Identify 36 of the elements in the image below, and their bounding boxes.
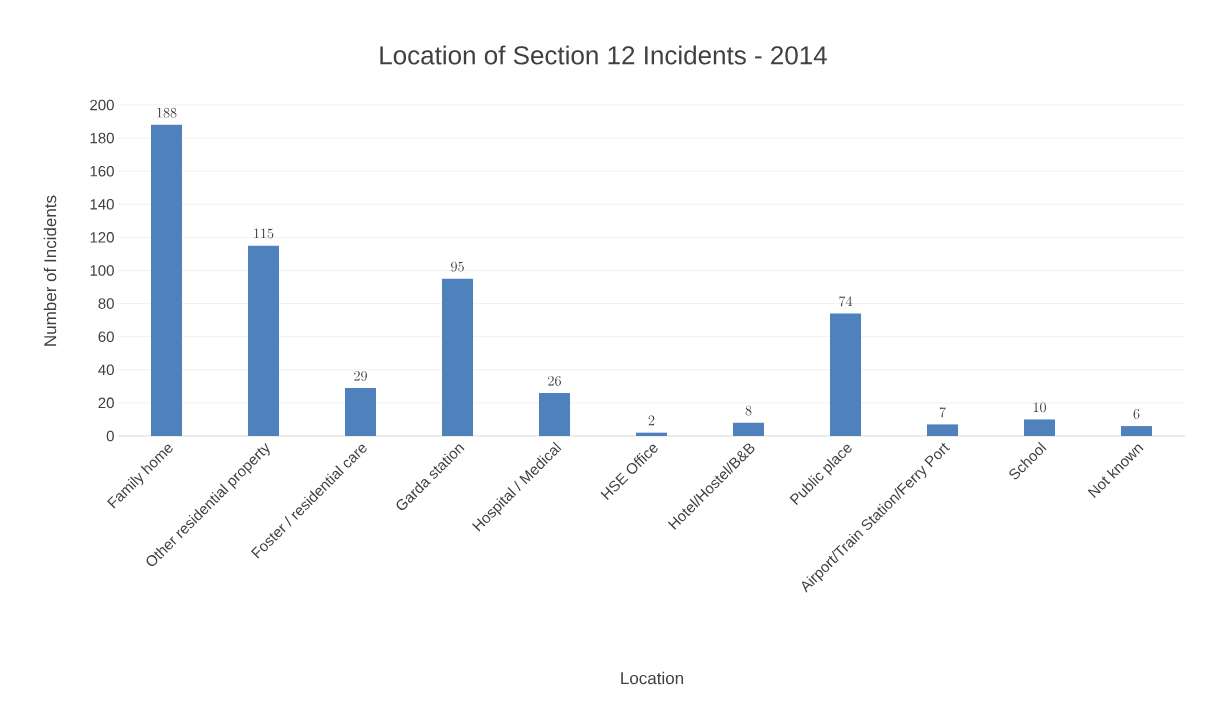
chart-title: Location of Section 12 Incidents - 2014 <box>380 45 827 65</box>
y-tick-label: 200 <box>90 99 114 111</box>
data-label: 74 <box>839 296 853 307</box>
y-tick-label: 80 <box>98 298 114 309</box>
bar <box>248 245 280 436</box>
y-tick-label: 0 <box>106 430 114 442</box>
y-tick-label: 160 <box>90 165 114 177</box>
y-axis-title: Number of Incidents <box>43 195 57 346</box>
y-tick-label: 40 <box>98 364 114 376</box>
y-tick-label: 180 <box>90 132 114 144</box>
y-tick-label: 60 <box>98 331 114 342</box>
x-axis-title: Location <box>621 671 684 685</box>
bar <box>442 278 474 436</box>
data-label: 10 <box>1033 402 1046 413</box>
data-label: 29 <box>354 370 367 381</box>
bar <box>151 124 183 436</box>
data-label: 188 <box>157 107 177 118</box>
y-tick-label: 20 <box>98 397 114 409</box>
bar <box>345 387 377 436</box>
bar <box>1121 426 1153 436</box>
bar <box>927 424 959 436</box>
data-label: 8 <box>745 405 752 416</box>
y-tick-label: 120 <box>90 232 114 243</box>
data-label: 115 <box>254 228 274 239</box>
bar <box>733 422 765 436</box>
bar <box>830 313 862 436</box>
bar <box>539 392 571 436</box>
data-label: 7 <box>939 407 946 418</box>
bar <box>1024 419 1056 436</box>
data-label: 6 <box>1133 409 1140 419</box>
bar <box>636 432 668 436</box>
data-label: 95 <box>451 261 464 272</box>
y-tick-label: 100 <box>90 265 114 276</box>
y-tick-label: 140 <box>90 198 114 210</box>
data-label: 26 <box>548 375 561 386</box>
data-label: 2 <box>648 415 655 426</box>
